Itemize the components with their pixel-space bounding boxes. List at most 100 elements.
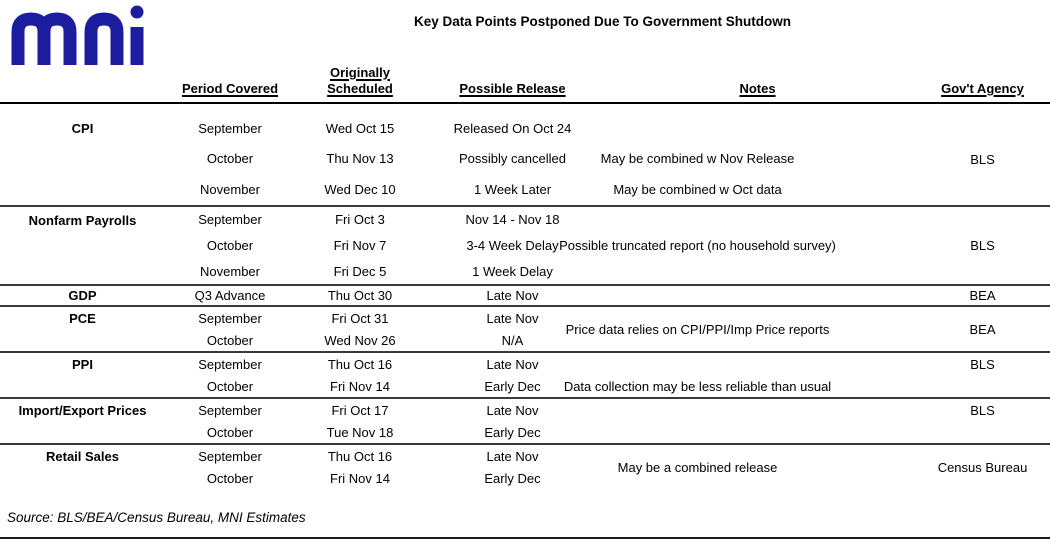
page-title: Key Data Points Postponed Due To Governm…: [413, 14, 792, 29]
note-cell: May be combined w Oct data: [613, 182, 782, 198]
period-col: September October: [165, 353, 295, 397]
note-cell: May be combined w Nov Release: [600, 151, 795, 167]
table-group: Import/Export Prices September October Fri …: [0, 397, 1050, 443]
indicator-cell: PPI: [72, 357, 93, 372]
note-cell: May be a combined release: [617, 459, 778, 475]
period-cell: September: [198, 448, 262, 464]
indicator-cell: Nonfarm Payrolls: [28, 212, 137, 228]
table-group: PCE September October Fri Oct 31 Wed Nov 26 L…: [0, 305, 1050, 351]
period-col: Q3 Advance: [165, 286, 295, 305]
table-body: CPI September October November Wed Oct 15 Thu…: [0, 104, 1050, 489]
agency-col: BLS: [915, 353, 1050, 397]
source-note: Source: BLS/BEA/Census Bureau, MNI Estim…: [7, 510, 306, 525]
period-cell: September: [198, 310, 262, 326]
note-cell: Price data relies on CPI/PPI/Imp Price r…: [565, 321, 830, 337]
period-col: September October November: [165, 207, 295, 284]
release-cell: Early Dec: [484, 470, 541, 486]
logo-letter-m: [11, 12, 77, 65]
agency-cell: BLS: [970, 238, 995, 253]
notes-col: Data collection may be less reliable tha…: [563, 353, 915, 397]
notes-col: [600, 286, 915, 305]
period-col: September October November: [165, 113, 295, 205]
note-cell: [600, 399, 915, 443]
scheduled-cell: Fri Nov 14: [330, 470, 390, 486]
indicator-col: GDP: [0, 286, 165, 305]
note-cell: [600, 113, 915, 144]
header-govt-agency: Gov't Agency: [941, 81, 1024, 96]
release-cell: Nov 14 - Nov 18: [465, 212, 560, 228]
note-cell: [600, 286, 915, 305]
indicator-col: Retail Sales: [0, 445, 165, 489]
note-cell: [600, 353, 915, 375]
period-cell: September: [198, 402, 262, 418]
header-indicator: [0, 58, 165, 102]
period-cell: November: [200, 263, 260, 279]
agency-cell: BEA: [969, 321, 996, 337]
scheduled-cell: Thu Oct 16: [327, 356, 393, 372]
indicator-col: CPI: [0, 113, 165, 205]
release-cell: Late Nov: [486, 402, 539, 418]
notes-col: [600, 399, 915, 443]
note-cell: Data collection may be less reliable tha…: [563, 378, 832, 394]
mni-logo-icon: [11, 5, 144, 65]
scheduled-cell: Wed Dec 10: [324, 182, 396, 198]
release-col: Late Nov: [425, 286, 600, 305]
table-group: Retail Sales September October Thu Oct 16 Fr…: [0, 443, 1050, 489]
scheduled-cell: Thu Oct 16: [327, 448, 393, 464]
period-cell: October: [206, 424, 254, 440]
bottom-divider: [0, 537, 1050, 539]
release-cell: Late Nov: [486, 288, 539, 303]
period-cell: October: [206, 238, 254, 253]
agency-col: Census Bureau: [915, 445, 1050, 489]
indicator-col: Import/Export Prices: [0, 399, 165, 443]
indicator-cell: CPI: [71, 120, 94, 136]
release-cell: 1 Week Later: [473, 182, 552, 198]
scheduled-cell: Fri Oct 31: [331, 310, 389, 326]
release-cell: Early Dec: [484, 378, 541, 394]
scheduled-col: Fri Oct 3 Fri Nov 7 Fri Dec 5: [295, 207, 425, 284]
scheduled-cell: Tue Nov 18: [326, 424, 394, 440]
agency-cell: BLS: [970, 151, 995, 167]
scheduled-cell: Wed Nov 26: [324, 332, 396, 348]
period-cell: October: [206, 378, 254, 394]
header-possible-release: Possible Release: [459, 81, 566, 96]
agency-col: BLS: [915, 113, 1050, 205]
table-group: Nonfarm Payrolls September October November…: [0, 205, 1050, 284]
release-cell: Late Nov: [486, 448, 539, 464]
table-group: PPI September October Thu Oct 16 Fri Nov 14 L…: [0, 351, 1050, 397]
period-cell: September: [198, 120, 262, 136]
indicator-cell: Retail Sales: [46, 449, 119, 464]
release-cell: Early Dec: [484, 424, 541, 440]
agency-cell: BEA: [969, 288, 996, 303]
logo-letter-n: [84, 12, 124, 65]
release-cell: N/A: [501, 332, 524, 348]
agency-col: BLS: [915, 207, 1050, 284]
scheduled-cell: Thu Nov 13: [326, 151, 394, 167]
scheduled-col: Thu Oct 16 Fri Nov 14: [295, 353, 425, 397]
release-cell: Late Nov: [486, 356, 539, 372]
scheduled-col: Wed Oct 15 Thu Nov 13 Wed Dec 10: [295, 113, 425, 205]
period-col: September October: [165, 445, 295, 489]
period-cell: October: [206, 332, 254, 348]
period-col: September October: [165, 307, 295, 351]
period-cell: October: [206, 470, 254, 486]
scheduled-col: Fri Oct 17 Tue Nov 18: [295, 399, 425, 443]
indicator-col: Nonfarm Payrolls: [0, 207, 165, 284]
release-table: Period Covered Originally Scheduled Poss…: [0, 58, 1050, 489]
release-cell: 1 Week Delay: [472, 263, 553, 279]
scheduled-col: Thu Oct 30: [295, 286, 425, 305]
agency-cell: BLS: [970, 403, 995, 418]
header-period-covered: Period Covered: [181, 81, 279, 96]
release-cell: 3-4 Week Delay: [466, 238, 559, 253]
table-group: CPI September October November Wed Oct 15 Thu…: [0, 104, 1050, 205]
scheduled-cell: Thu Oct 30: [327, 288, 393, 303]
scheduled-col: Thu Oct 16 Fri Nov 14: [295, 445, 425, 489]
table-group: GDP Q3 Advance Thu Oct 30 Late Nov BEA: [0, 284, 1050, 305]
indicator-col: PCE: [0, 307, 165, 351]
header-originally-scheduled: Originally Scheduled: [327, 65, 393, 96]
release-cell: Late Nov: [486, 310, 539, 326]
scheduled-cell: Wed Oct 15: [325, 120, 395, 136]
release-col: Late Nov Early Dec: [425, 399, 600, 443]
release-cell: Possibly cancelled: [459, 151, 566, 167]
period-cell: November: [200, 182, 260, 198]
